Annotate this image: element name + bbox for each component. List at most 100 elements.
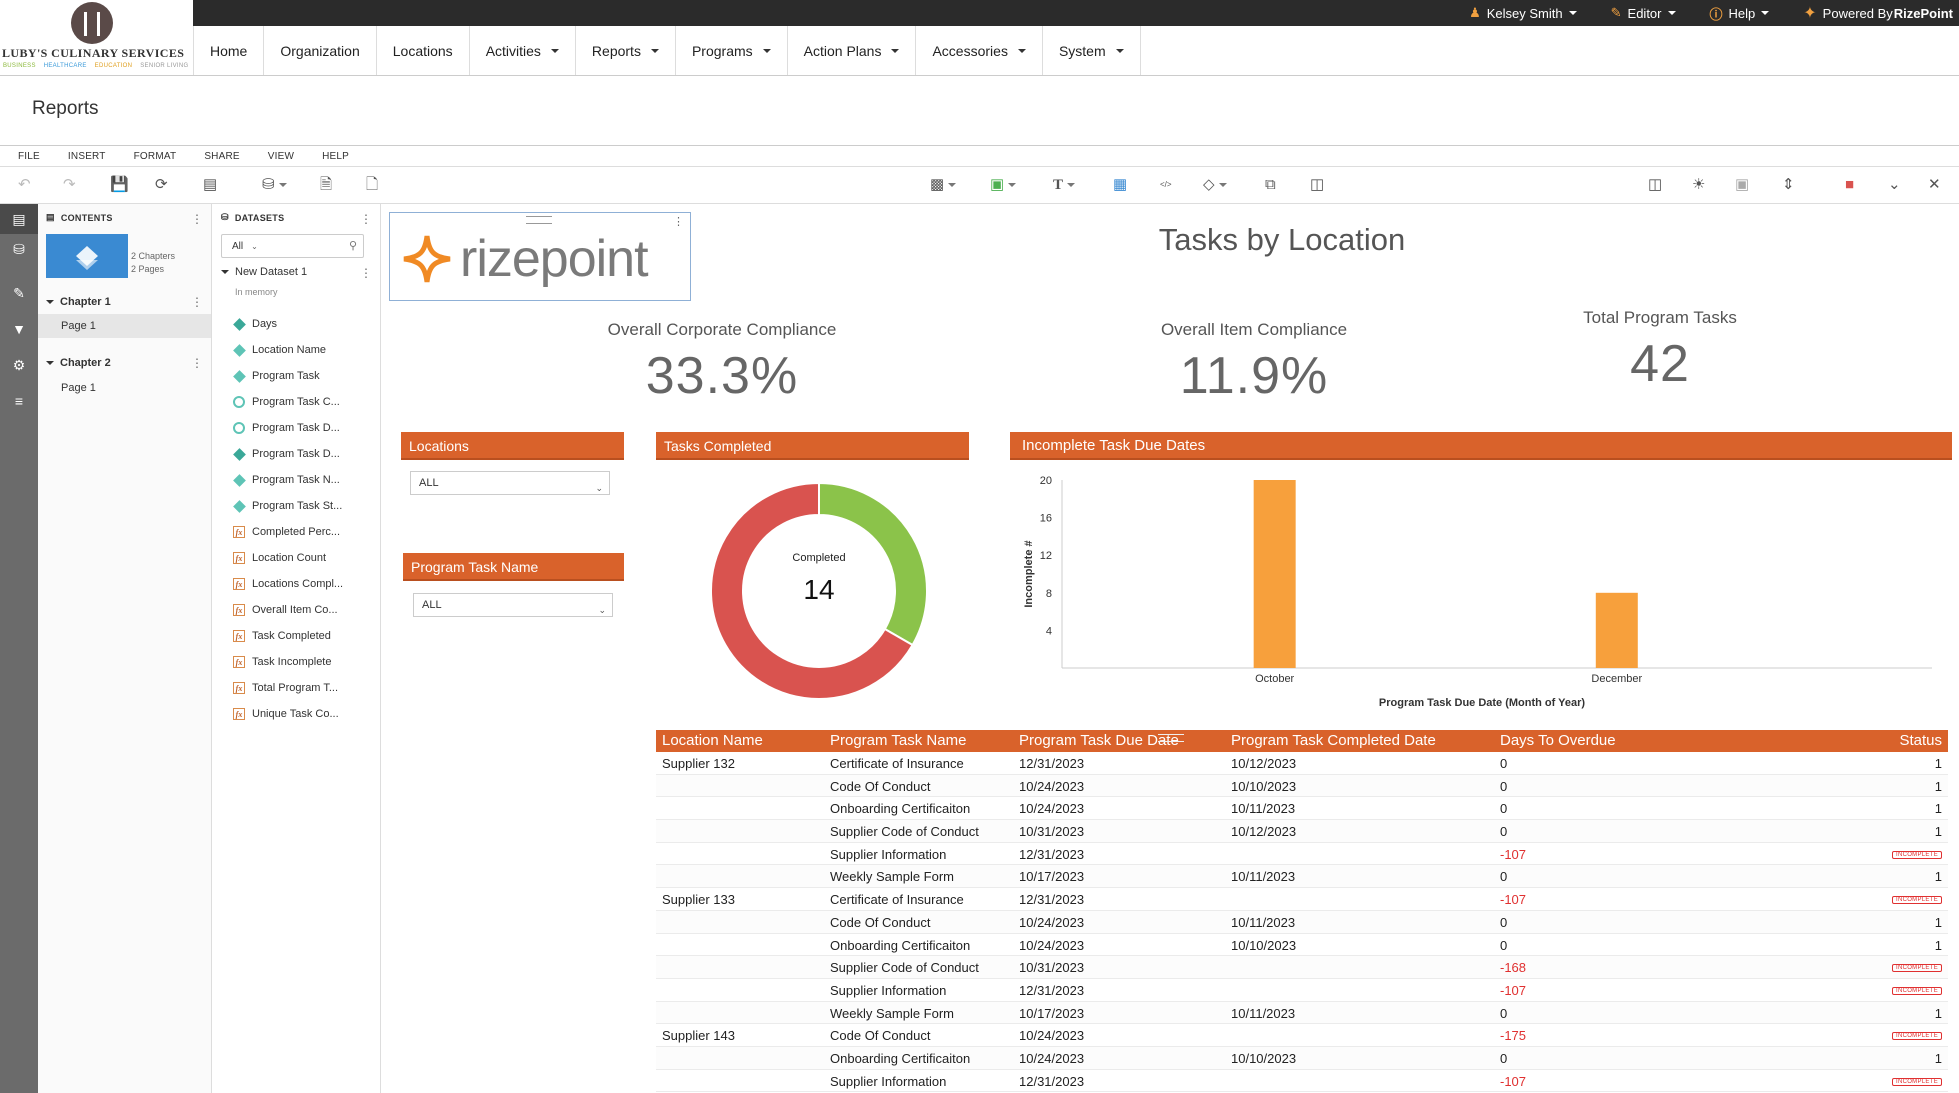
- column-header[interactable]: Program Task Name: [830, 732, 967, 749]
- insert-html-icon[interactable]: </>: [1160, 180, 1172, 189]
- data-source-icon[interactable]: ▤: [203, 176, 218, 193]
- kebab-icon[interactable]: ⋮: [360, 266, 372, 280]
- drag-handle-icon[interactable]: [1158, 734, 1184, 742]
- table-row[interactable]: Supplier Information 12/31/2023 -107 INCOMP…: [656, 979, 1948, 1002]
- table-row[interactable]: Code Of Conduct 10/24/2023 10/11/2023 0 1: [656, 910, 1948, 934]
- column-header[interactable]: Days To Overdue: [1500, 732, 1616, 749]
- datasets-panel-icon[interactable]: ⛁: [13, 240, 25, 257]
- insert-text-icon[interactable]: T: [1053, 176, 1076, 194]
- tasks-completed-donut[interactable]: Completed 14: [704, 476, 934, 711]
- help-menu[interactable]: ⓘ Help: [1710, 4, 1770, 23]
- dataset-filter[interactable]: All ⌄ ⚲: [221, 234, 364, 258]
- dataset-field[interactable]: fx Overall Item Co...: [233, 597, 343, 623]
- menu-help[interactable]: HELP: [322, 150, 350, 162]
- insert-filter-icon[interactable]: ▣: [990, 176, 1017, 194]
- table-row[interactable]: Supplier 143 Code Of Conduct 10/24/2023 -17…: [656, 1024, 1948, 1047]
- fit-icon[interactable]: ▣: [1735, 176, 1750, 193]
- kebab-icon[interactable]: ⋮: [191, 212, 203, 226]
- chapter-1-page-1[interactable]: Page 1: [38, 314, 211, 338]
- dataset-field[interactable]: fx Locations Compl...: [233, 571, 343, 597]
- insert-panel-icon[interactable]: ⧉: [1265, 176, 1276, 193]
- layers-panel-icon[interactable]: ≡: [14, 393, 24, 409]
- chapter-1[interactable]: Chapter 1: [46, 296, 111, 308]
- table-row[interactable]: Supplier 132 Certificate of Insurance 12/3…: [656, 752, 1948, 775]
- kebab-icon[interactable]: ⋮: [191, 295, 203, 309]
- company-logo[interactable]: LUBY'S CULINARY SERVICES BUSINESS HEALTHC…: [0, 0, 193, 75]
- menu-share[interactable]: SHARE: [204, 150, 240, 162]
- dataset-field[interactable]: Location Name: [232, 337, 343, 363]
- menu-view[interactable]: VIEW: [267, 150, 295, 162]
- dataset-field[interactable]: fx Unique Task Co...: [233, 701, 343, 727]
- dataset-field[interactable]: Program Task D...: [233, 415, 343, 441]
- dataset-field[interactable]: fx Completed Perc...: [233, 519, 343, 545]
- user-menu[interactable]: ♟ Kelsey Smith: [1469, 5, 1577, 21]
- edit-panel-icon[interactable]: ✎: [13, 284, 25, 301]
- kebab-icon[interactable]: ⋮: [673, 216, 684, 228]
- nav-accessories[interactable]: Accessories: [915, 26, 1041, 75]
- dataset-field[interactable]: Program Task St...: [232, 493, 343, 519]
- donut-slice-completed[interactable]: [818, 481, 928, 647]
- search-icon[interactable]: ⚲: [348, 240, 357, 252]
- dataset-field[interactable]: Days: [232, 311, 343, 337]
- insert-chart-icon[interactable]: ▩: [930, 176, 957, 194]
- nav-system[interactable]: System: [1041, 26, 1141, 75]
- settings-panel-icon[interactable]: ⚙: [12, 356, 26, 373]
- kebab-icon[interactable]: ⋮: [360, 212, 372, 226]
- menu-file[interactable]: FILE: [18, 150, 40, 162]
- donut-slice-incomplete[interactable]: [710, 481, 914, 700]
- table-row[interactable]: Onboarding Certificaiton 10/24/2023 10/11/…: [656, 797, 1948, 821]
- present-icon[interactable]: ■: [1845, 176, 1855, 193]
- dataset-item[interactable]: New Dataset 1: [221, 266, 307, 278]
- nav-activities[interactable]: Activities: [468, 26, 575, 75]
- insert-image-icon[interactable]: ▦: [1113, 176, 1128, 193]
- column-header[interactable]: Status: [1899, 732, 1942, 749]
- column-header[interactable]: Location Name: [662, 732, 763, 749]
- insights-icon[interactable]: ☀: [1692, 176, 1706, 193]
- program-task-select[interactable]: ALL ⌄: [413, 593, 613, 617]
- close-icon[interactable]: ✕: [1928, 176, 1941, 193]
- table-row[interactable]: Supplier Information 12/31/2023 -107 INCOMP…: [656, 843, 1948, 866]
- report-thumbnail[interactable]: [46, 234, 128, 278]
- layout-icon[interactable]: ◫: [1648, 176, 1663, 193]
- add-dataset-icon[interactable]: ⛁: [262, 176, 287, 194]
- role-menu[interactable]: ✎ Editor: [1611, 5, 1676, 21]
- dataset-field[interactable]: fx Total Program T...: [233, 675, 343, 701]
- table-row[interactable]: Onboarding Certificaiton 10/24/2023 10/10/…: [656, 934, 1948, 957]
- table-row[interactable]: Supplier 133 Certificate of Insurance 12/3…: [656, 888, 1948, 911]
- insert-layout-icon[interactable]: ◫: [1310, 176, 1325, 193]
- drag-handle-icon[interactable]: [526, 216, 552, 224]
- table-row[interactable]: Code Of Conduct 10/24/2023 10/10/2023 0 1: [656, 774, 1948, 798]
- dataset-field[interactable]: Program Task: [232, 363, 343, 389]
- nav-programs[interactable]: Programs: [674, 26, 787, 75]
- rizepoint-logo-widget[interactable]: ⋮ rizepoint: [389, 212, 691, 301]
- contents-panel-icon[interactable]: ▤: [0, 204, 38, 234]
- dataset-field[interactable]: Program Task C...: [233, 389, 343, 415]
- nav-reports[interactable]: Reports: [574, 26, 675, 75]
- table-row[interactable]: Supplier Information 12/31/2023 -107 INCOMP…: [656, 1070, 1948, 1093]
- nav-home[interactable]: Home: [193, 26, 263, 75]
- filter-panel-icon[interactable]: ▼: [12, 321, 26, 337]
- dataset-field[interactable]: fx Task Completed: [233, 623, 343, 649]
- table-row[interactable]: Weekly Sample Form 10/17/2023 10/11/2023 0 1: [656, 1001, 1948, 1025]
- kebab-icon[interactable]: ⋮: [191, 356, 203, 370]
- table-row[interactable]: Onboarding Certificaiton 10/24/2023 10/10/…: [656, 1046, 1948, 1070]
- dataset-field[interactable]: Program Task N...: [232, 467, 343, 493]
- add-page-icon[interactable]: 🗋: [366, 176, 379, 193]
- chapter-2[interactable]: Chapter 2: [46, 357, 111, 369]
- table-row[interactable]: Supplier Code of Conduct 10/31/2023 -168 IN…: [656, 956, 1948, 979]
- resize-icon[interactable]: ⇕: [1782, 176, 1795, 193]
- save-icon[interactable]: 💾: [110, 176, 129, 193]
- menu-format[interactable]: FORMAT: [133, 150, 177, 162]
- new-page-icon[interactable]: 🗎: [320, 176, 333, 193]
- nav-locations[interactable]: Locations: [375, 26, 469, 75]
- table-row[interactable]: Supplier Code of Conduct 10/31/2023 10/12/…: [656, 820, 1948, 843]
- redo-icon[interactable]: ↷: [63, 176, 76, 193]
- dataset-field[interactable]: Program Task D...: [232, 441, 343, 467]
- column-header[interactable]: Program Task Due Date: [1019, 732, 1179, 749]
- dataset-field[interactable]: fx Location Count: [233, 545, 343, 571]
- menu-insert[interactable]: INSERT: [67, 150, 106, 162]
- nav-organization[interactable]: Organization: [263, 26, 375, 75]
- insert-shape-icon[interactable]: ◇: [1203, 176, 1227, 194]
- collapse-icon[interactable]: ⌄: [1888, 176, 1901, 193]
- chapter-2-page-1[interactable]: Page 1: [61, 382, 96, 394]
